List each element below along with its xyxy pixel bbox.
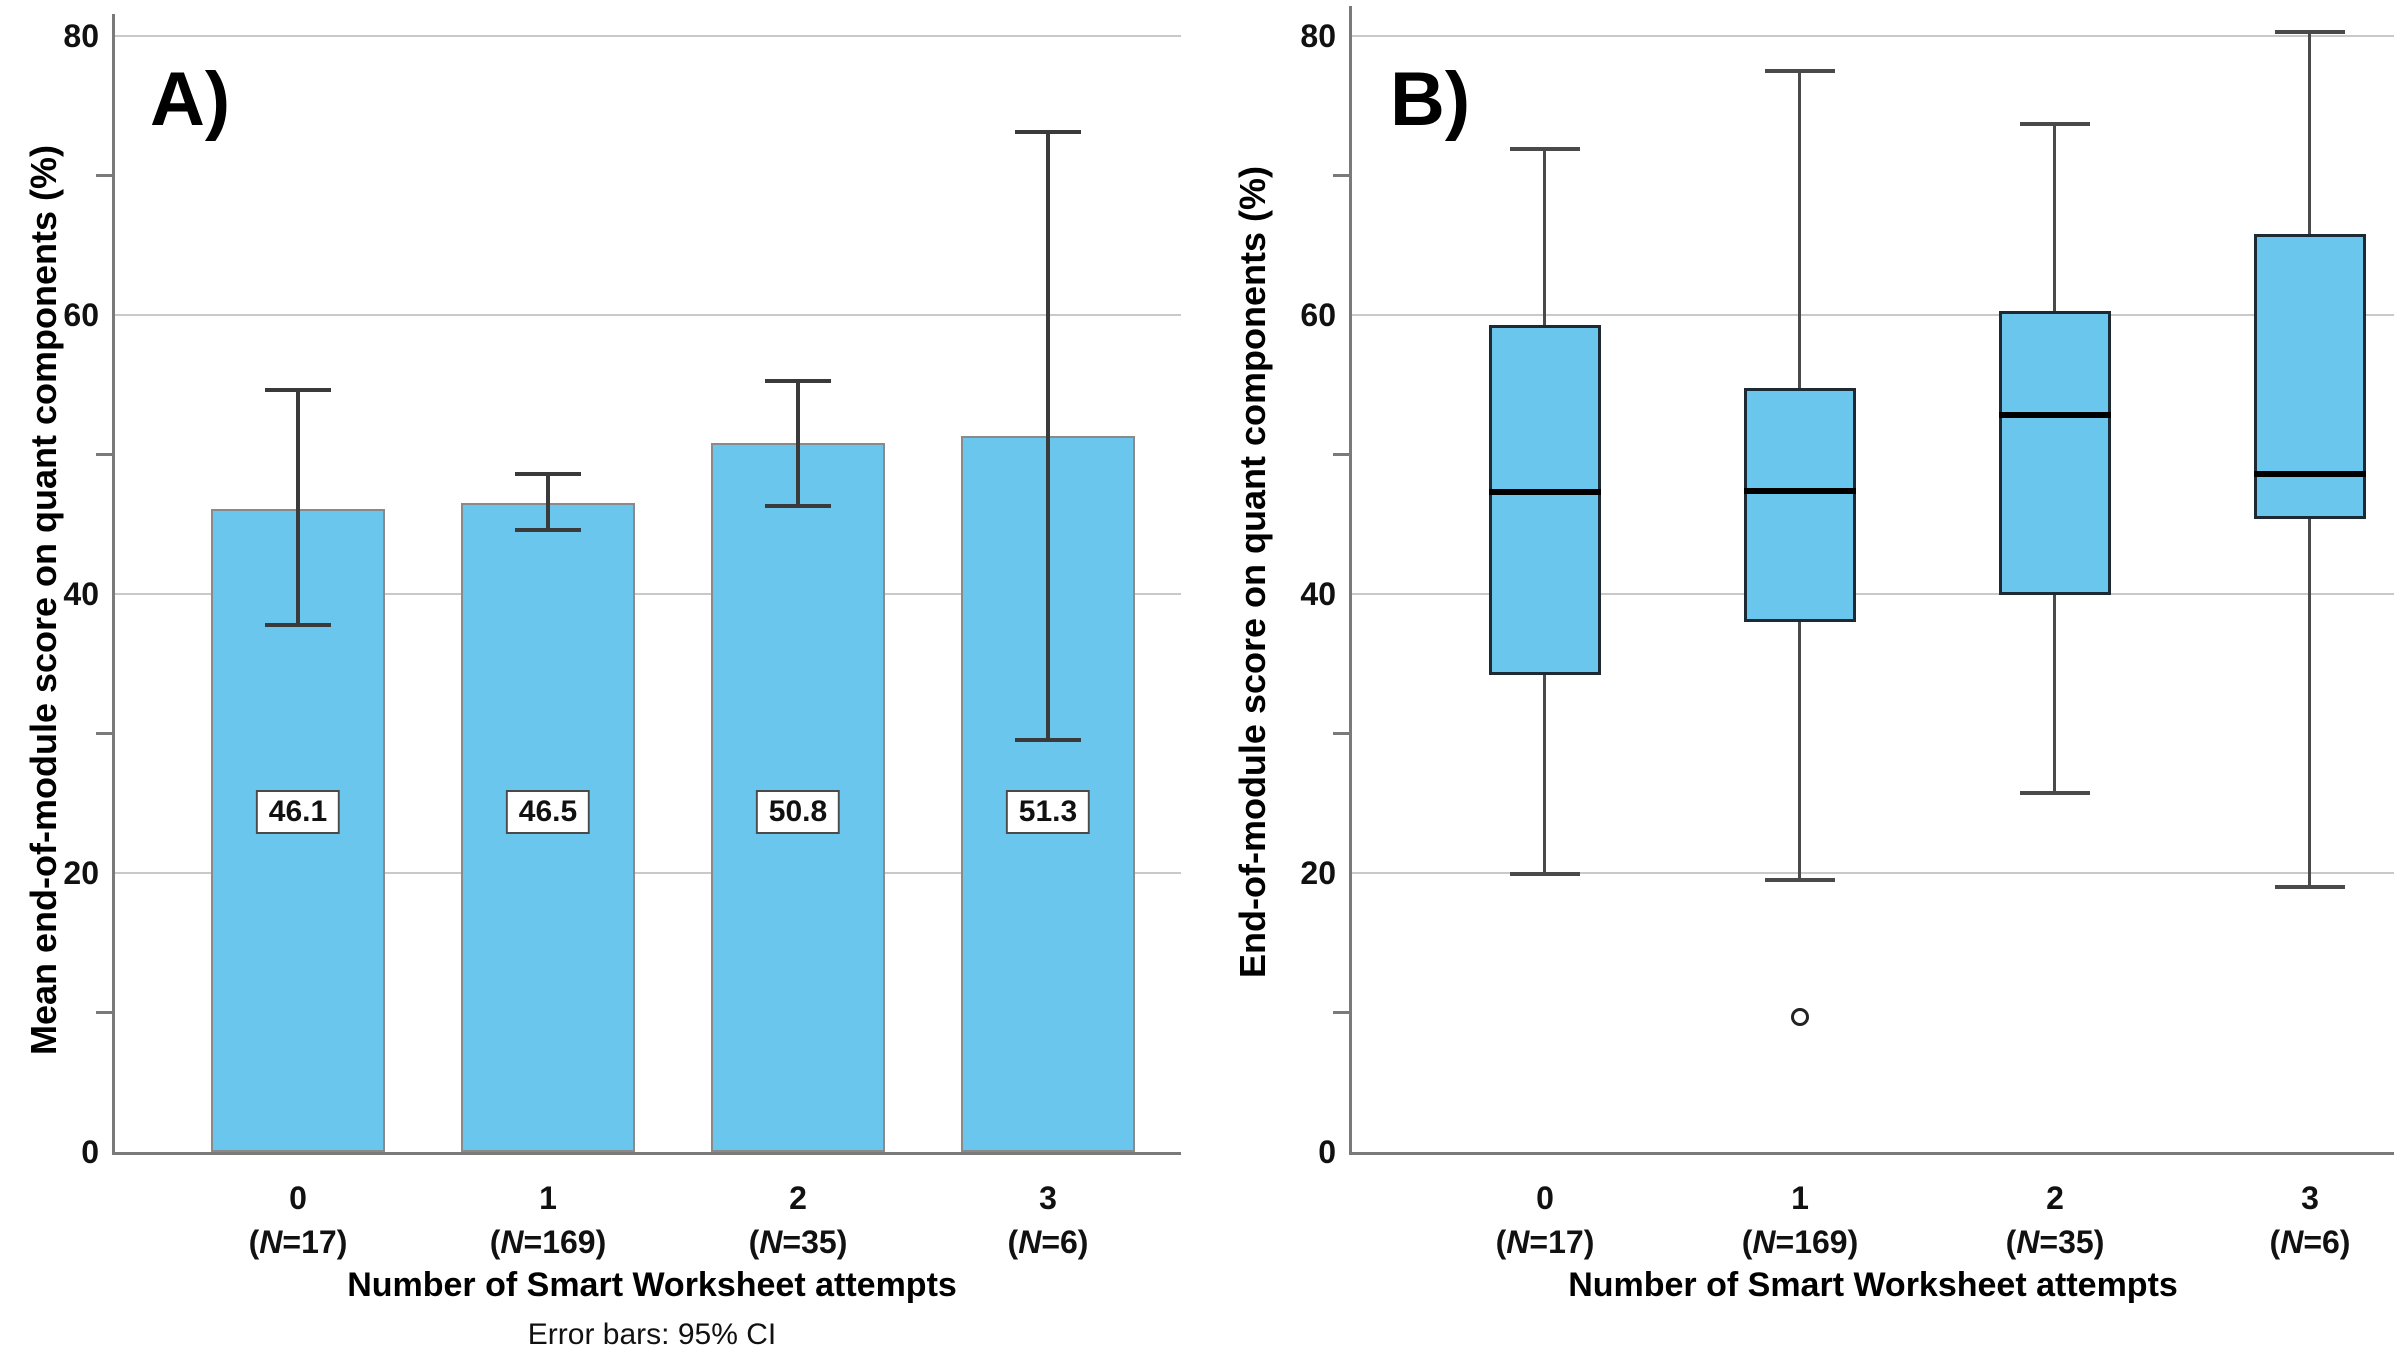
x-tick-label: 0 xyxy=(1536,1180,1554,1216)
y-minor-tick xyxy=(96,452,112,456)
x-tick-sublabel: (N=6) xyxy=(2269,1224,2351,1260)
error-bar-line xyxy=(796,380,800,507)
x-tick-label: 0 xyxy=(289,1180,307,1216)
x-tick-sublabel: (N=169) xyxy=(1741,1224,1859,1260)
n-italic: N xyxy=(1752,1224,1776,1260)
y-minor-tick xyxy=(1333,1010,1349,1014)
box-iqr xyxy=(1999,310,2111,596)
whisker-cap xyxy=(1765,68,1835,73)
whisker-cap xyxy=(1510,146,1580,151)
gridline xyxy=(1352,593,2394,595)
whisker-cap xyxy=(2020,121,2090,126)
error-bar-cap xyxy=(765,504,831,509)
gridline xyxy=(115,314,1181,316)
x-tick-sublabel: (N=35) xyxy=(748,1224,848,1260)
bar-value-label: 46.1 xyxy=(255,790,341,834)
y-tick-label: 40 xyxy=(63,576,99,612)
y-minor-tick xyxy=(1333,173,1349,177)
y-tick-label: 20 xyxy=(63,855,99,891)
whisker-cap xyxy=(2275,29,2345,34)
y-tick-label: 0 xyxy=(81,1134,99,1170)
bar-value-label: 51.3 xyxy=(1005,790,1091,834)
error-bar-cap xyxy=(765,378,831,383)
bar-value-label: 46.5 xyxy=(505,790,591,834)
n-italic: N xyxy=(259,1224,283,1260)
error-bar-cap xyxy=(1015,738,1081,743)
y-tick-label: 40 xyxy=(1300,576,1336,612)
x-tick-label: 1 xyxy=(1791,1180,1809,1216)
y-minor-tick xyxy=(1333,731,1349,735)
whisker-cap xyxy=(1510,872,1580,877)
gridline xyxy=(1352,872,2394,874)
error-bar-cap xyxy=(515,472,581,477)
gridline xyxy=(115,872,1181,874)
panel-a-letter: A) xyxy=(150,57,231,142)
x-tick-label: 3 xyxy=(1039,1180,1057,1216)
error-bar-cap xyxy=(515,527,581,532)
bar-mean-score xyxy=(461,503,635,1152)
n-italic: N xyxy=(2016,1224,2040,1260)
error-bar-line xyxy=(546,474,550,530)
panel-b-letter: B) xyxy=(1390,57,1471,142)
y-tick-label: 0 xyxy=(1318,1134,1336,1170)
x-tick-label: 3 xyxy=(2301,1180,2319,1216)
n-italic: N xyxy=(1018,1224,1042,1260)
y-tick-label: 80 xyxy=(63,18,99,54)
error-bar-cap xyxy=(265,388,331,393)
x-tick-label: 1 xyxy=(539,1180,557,1216)
error-bar-cap xyxy=(265,622,331,627)
gridline xyxy=(1352,35,2394,37)
box-iqr xyxy=(1489,324,1601,675)
box-median-line xyxy=(1744,487,1856,494)
x-tick-sublabel: (N=17) xyxy=(1495,1224,1595,1260)
panel-a-x-axis-title: Number of Smart Worksheet attempts xyxy=(347,1266,957,1304)
y-axis-line xyxy=(1349,6,1352,1155)
n-italic: N xyxy=(1506,1224,1530,1260)
box-iqr xyxy=(1744,387,1856,622)
y-minor-tick xyxy=(1333,452,1349,456)
x-tick-label: 2 xyxy=(789,1180,807,1216)
box-median-line xyxy=(1999,412,2111,419)
y-minor-tick xyxy=(96,173,112,177)
whisker-cap xyxy=(1765,877,1835,882)
x-axis-line xyxy=(1349,1152,2394,1155)
x-tick-sublabel: (N=35) xyxy=(2005,1224,2105,1260)
x-tick-sublabel: (N=169) xyxy=(489,1224,607,1260)
bar-mean-score xyxy=(711,443,885,1152)
x-tick-label: 2 xyxy=(2046,1180,2064,1216)
whisker-cap xyxy=(2275,884,2345,889)
x-axis-line xyxy=(112,1152,1181,1155)
outlier-circle-icon xyxy=(1791,1007,1809,1026)
error-bar-line xyxy=(1046,132,1050,741)
n-italic: N xyxy=(759,1224,783,1260)
y-tick-label: 60 xyxy=(63,297,99,333)
error-bar-line xyxy=(296,390,300,625)
panel-b-x-axis-title: Number of Smart Worksheet attempts xyxy=(1568,1266,2178,1304)
gridline xyxy=(115,35,1181,37)
y-axis-line xyxy=(112,14,115,1155)
box-median-line xyxy=(2254,471,2366,478)
y-minor-tick xyxy=(96,1010,112,1014)
error-bar-cap xyxy=(1015,130,1081,135)
gridline xyxy=(1352,314,2394,316)
box-median-line xyxy=(1489,489,1601,496)
y-tick-label: 20 xyxy=(1300,855,1336,891)
gridline xyxy=(115,593,1181,595)
n-italic: N xyxy=(2280,1224,2304,1260)
error-bars-note: Error bars: 95% CI xyxy=(527,1318,777,1351)
bar-value-label: 50.8 xyxy=(755,790,841,834)
y-tick-label: 80 xyxy=(1300,18,1336,54)
x-tick-sublabel: (N=17) xyxy=(248,1224,348,1260)
y-minor-tick xyxy=(96,731,112,735)
n-italic: N xyxy=(500,1224,524,1260)
y-tick-label: 60 xyxy=(1300,297,1336,333)
whisker-cap xyxy=(2020,791,2090,796)
x-tick-sublabel: (N=6) xyxy=(1007,1224,1089,1260)
